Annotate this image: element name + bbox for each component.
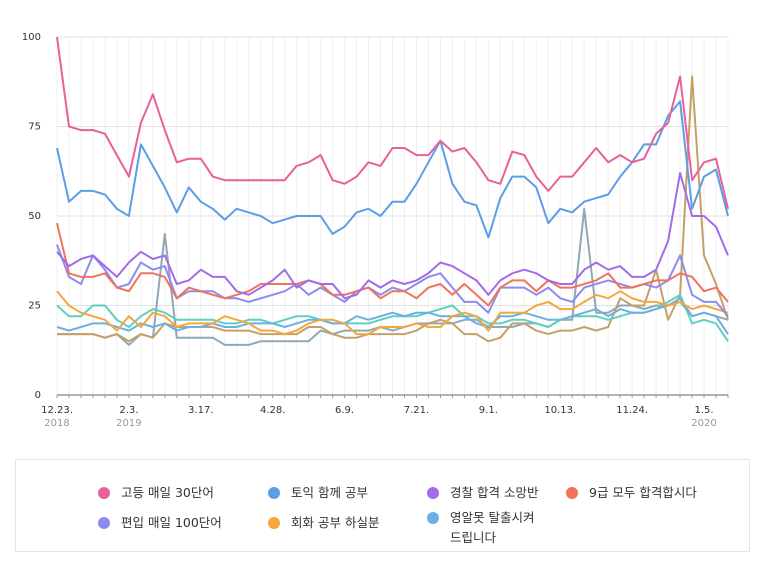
legend-label[interactable]: 경찰 합격 소망반 xyxy=(450,485,539,500)
x-tick-label: 10.13. xyxy=(544,405,576,416)
legend-swatch xyxy=(566,487,578,499)
x-tick-label: 9.1. xyxy=(479,405,498,416)
x-tick-labels: 12.23. 2018 2.3. 2019 3.17. 4.28. 6.9. 7.21. 9.1… xyxy=(41,405,717,429)
legend-swatch xyxy=(427,512,439,524)
y-tick-label: 50 xyxy=(28,211,41,222)
series-line xyxy=(56,36,729,210)
series-line xyxy=(57,75,729,343)
series-line xyxy=(56,293,729,342)
x-tick-label: 11.24. xyxy=(616,405,648,416)
x-tick-year: 2019 xyxy=(116,418,141,429)
legend-swatch xyxy=(268,517,280,529)
x-tick-label: 7.21. xyxy=(404,405,429,416)
x-tick-year: 2018 xyxy=(44,418,69,429)
x-tick-label: 4.28. xyxy=(260,405,285,416)
axes xyxy=(56,394,729,398)
y-tick-label: 75 xyxy=(28,122,41,133)
x-tick-label: 2.3. xyxy=(119,405,138,416)
series-line xyxy=(56,290,729,336)
series-line xyxy=(56,222,729,307)
series-line xyxy=(56,297,729,335)
legend-swatch xyxy=(268,487,280,499)
legend-swatch xyxy=(98,487,110,499)
y-tick-label: 100 xyxy=(22,32,41,43)
gridlines xyxy=(56,36,729,395)
y-tick-labels: 0 25 50 75 100 xyxy=(22,32,41,401)
legend-label[interactable]: 편입 매일 100단어 xyxy=(121,515,222,530)
legend-label[interactable]: 회화 공부 하실분 xyxy=(291,515,380,530)
legend-label[interactable]: 토익 함께 공부 xyxy=(291,485,368,500)
series-lines xyxy=(56,36,729,346)
legend-label[interactable]: 9급 모두 합격합시다 xyxy=(589,485,697,500)
series-line xyxy=(56,172,729,300)
legend-swatch xyxy=(98,517,110,529)
series-line xyxy=(56,100,729,239)
x-tick-label: 3.17. xyxy=(188,405,213,416)
y-tick-label: 25 xyxy=(28,301,41,312)
y-tick-label: 0 xyxy=(35,390,41,401)
legend-label[interactable]: 영알못 탈출시켜 드립니다 xyxy=(450,510,535,545)
legend-label[interactable]: 고등 매일 30단어 xyxy=(121,485,214,500)
line-chart: 0 25 50 75 100 12.23. 2018 2.3. 2019 3.17. 4.28. 6… xyxy=(22,32,729,429)
x-tick-label: 12.23. xyxy=(41,405,73,416)
x-tick-label: 6.9. xyxy=(335,405,354,416)
x-tick-label: 1.5. xyxy=(694,405,713,416)
x-tick-year: 2020 xyxy=(691,418,716,429)
legend-swatch xyxy=(427,487,439,499)
